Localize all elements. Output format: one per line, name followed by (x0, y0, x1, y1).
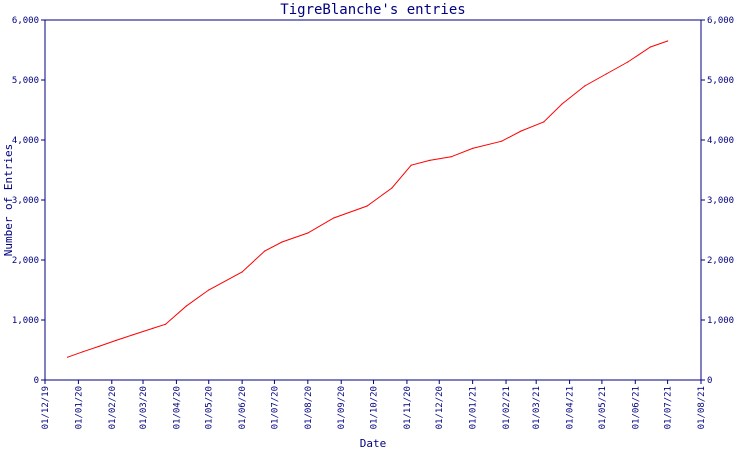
x-tick-label: 01/05/21 (598, 386, 608, 429)
x-tick-label: 01/09/20 (337, 386, 347, 429)
y-tick-label-right: 2,000 (707, 256, 734, 266)
y-tick-label-left: 0 (34, 376, 39, 386)
plot-area-frame (44, 19, 702, 381)
y-tick-label-right: 4,000 (707, 136, 734, 146)
data-point (584, 85, 586, 87)
data-point (115, 339, 117, 341)
x-tick-label: 01/08/20 (304, 386, 314, 429)
data-point (307, 232, 309, 234)
x-tick-label: 01/05/20 (205, 386, 215, 429)
data-point (391, 187, 393, 189)
x-tick-label: 01/07/20 (270, 386, 280, 429)
x-tick-label: 01/06/21 (631, 386, 641, 429)
x-axis-label: Date (360, 437, 387, 450)
x-tick-label: 01/04/21 (566, 386, 576, 429)
x-tick-label: 01/07/21 (664, 386, 674, 429)
y-axis-right: 0 1,000 2,000 3,000 4,000 5,000 6,000 (701, 16, 734, 386)
y-tick-label-right: 0 (707, 376, 712, 386)
data-point (667, 40, 669, 42)
data-point (366, 205, 368, 207)
x-tick-label: 01/08/21 (697, 386, 707, 429)
data-point (333, 217, 335, 219)
data-point (472, 147, 474, 149)
y-tick-label-right: 3,000 (707, 196, 734, 206)
x-tick-label: 01/10/20 (370, 386, 380, 429)
data-point (649, 46, 652, 48)
data-point (67, 356, 69, 358)
y-tick-label-right: 6,000 (707, 16, 734, 26)
data-point (241, 271, 243, 273)
y-tick-label-right: 5,000 (707, 76, 734, 86)
data-point (410, 164, 412, 166)
y-tick-label-left: 2,000 (12, 256, 39, 266)
data-point (501, 140, 503, 142)
data-point (264, 250, 266, 252)
y-tick-label-left: 3,000 (12, 196, 39, 206)
x-tick-label: 01/03/21 (532, 386, 542, 429)
chart-title: TigreBlanche's entries (280, 2, 465, 18)
x-tick-label: 01/12/20 (435, 386, 445, 429)
data-point (605, 73, 607, 75)
x-tick-label: 01/03/20 (139, 386, 149, 429)
x-tick-label: 01/01/20 (74, 386, 84, 429)
data-point (627, 61, 629, 63)
data-point (185, 305, 187, 307)
y-tick-label-left: 4,000 (12, 136, 39, 146)
data-point (208, 289, 210, 291)
y-axis-left: 0 1,000 2,000 3,000 4,000 5,000 6,000 (12, 16, 45, 386)
x-tick-label: 01/01/21 (469, 386, 479, 429)
x-tick-label: 01/06/20 (238, 386, 248, 429)
data-point (561, 103, 563, 105)
x-tick-label: 01/12/19 (41, 386, 51, 429)
data-point (281, 241, 283, 243)
data-point (450, 156, 452, 158)
x-tick-label: 01/02/20 (108, 386, 118, 429)
y-axis-label: Number of Entries (2, 144, 15, 257)
y-tick-label-left: 5,000 (12, 76, 39, 86)
data-point (520, 130, 522, 132)
x-axis: 01/12/19 01/01/20 01/02/20 01/03/20 01/04/20… (41, 380, 707, 429)
y-tick-label-left: 1,000 (12, 316, 39, 326)
data-point (82, 351, 84, 353)
series-layer (67, 40, 669, 358)
data-point (152, 327, 154, 329)
data-point (543, 121, 545, 123)
x-tick-label: 01/02/21 (502, 386, 512, 429)
data-point (165, 323, 167, 325)
x-tick-label: 01/11/20 (403, 386, 413, 429)
data-point (429, 159, 431, 161)
series-line (67, 40, 668, 358)
y-tick-label-right: 1,000 (707, 316, 734, 326)
y-tick-label-left: 6,000 (12, 16, 39, 26)
data-point (98, 345, 100, 347)
x-tick-label: 01/04/20 (172, 386, 182, 429)
data-point (131, 334, 133, 336)
